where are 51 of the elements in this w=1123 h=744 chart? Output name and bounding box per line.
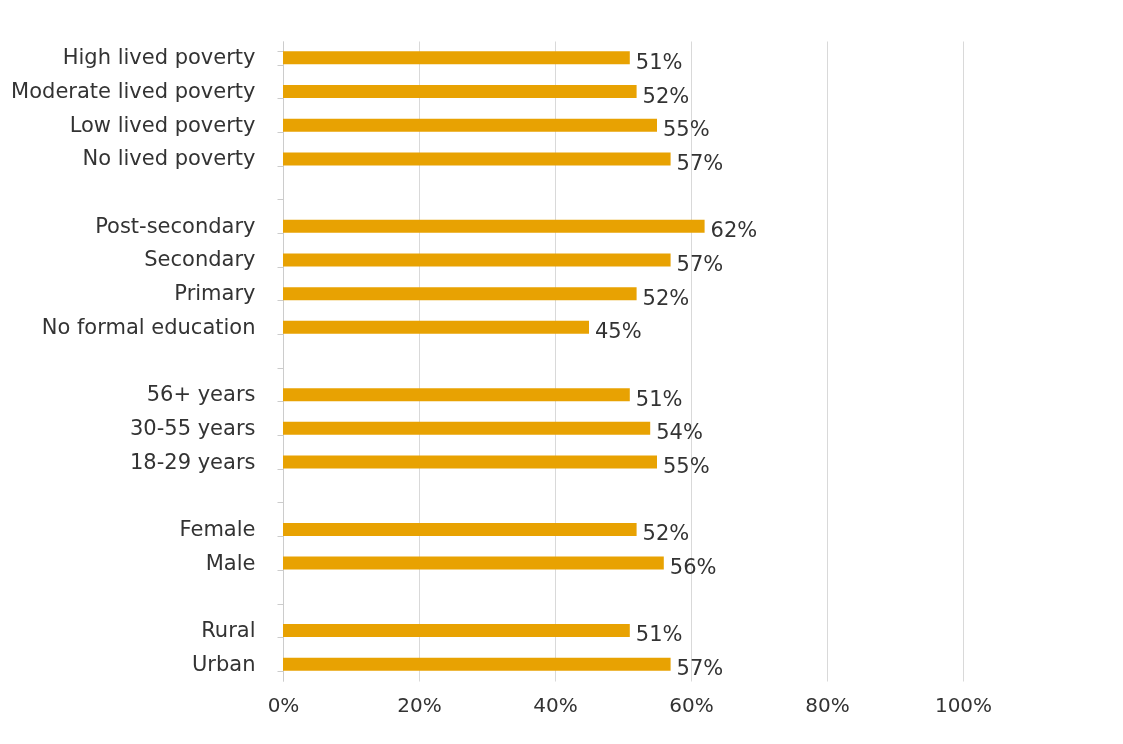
data-label: 51% xyxy=(635,622,683,647)
bar xyxy=(283,556,664,570)
bar xyxy=(283,455,657,469)
data-label: 62% xyxy=(710,218,758,243)
y-tick-label: Moderate lived poverty xyxy=(11,79,256,104)
y-tick-label: Male xyxy=(205,550,256,575)
bar xyxy=(283,287,637,301)
bar xyxy=(283,51,630,65)
y-tick-label: No formal education xyxy=(41,314,256,339)
bar xyxy=(283,253,671,267)
data-label: 52% xyxy=(642,521,690,546)
x-tick-label: 60% xyxy=(669,692,714,717)
data-label: 52% xyxy=(642,285,690,310)
x-tick-label: 40% xyxy=(533,692,578,717)
data-label: 54% xyxy=(656,420,703,445)
data-label: 57% xyxy=(676,150,724,175)
data-label: 55% xyxy=(663,454,710,479)
data-label: 56% xyxy=(669,555,717,580)
bar xyxy=(283,421,651,435)
y-tick-label: Post-secondary xyxy=(95,213,256,238)
x-tick-label: 0% xyxy=(267,692,300,717)
data-label: 52% xyxy=(642,83,690,108)
data-label: 57% xyxy=(676,251,724,276)
bar xyxy=(283,320,589,334)
y-tick-label: Rural xyxy=(201,617,256,642)
y-tick-label: Female xyxy=(179,516,256,541)
bar xyxy=(283,118,657,132)
bar xyxy=(283,219,705,233)
bar xyxy=(283,657,671,671)
y-tick-label: No lived poverty xyxy=(82,146,256,171)
bar xyxy=(283,388,630,402)
y-tick-label: Low lived poverty xyxy=(69,112,256,137)
data-label: 51% xyxy=(635,49,683,74)
y-tick-label: Primary xyxy=(174,281,256,306)
y-tick-label: Urban xyxy=(191,651,256,676)
y-tick-label: Secondary xyxy=(144,247,256,272)
data-label: 45% xyxy=(595,319,642,344)
y-tick-label: 18-29 years xyxy=(130,449,256,474)
data-label: 55% xyxy=(663,117,710,142)
bar xyxy=(283,522,637,536)
bar xyxy=(283,623,630,637)
y-tick-label: 56+ years xyxy=(146,382,256,407)
y-tick-label: High lived poverty xyxy=(62,45,256,70)
x-tick-label: 20% xyxy=(397,692,442,717)
bar xyxy=(283,85,637,99)
x-tick-label: 100% xyxy=(934,692,993,717)
x-tick-label: 80% xyxy=(805,692,850,717)
data-label: 57% xyxy=(676,656,724,681)
bar xyxy=(283,152,671,166)
data-label: 51% xyxy=(635,386,683,411)
y-tick-label: 30-55 years xyxy=(130,415,256,440)
